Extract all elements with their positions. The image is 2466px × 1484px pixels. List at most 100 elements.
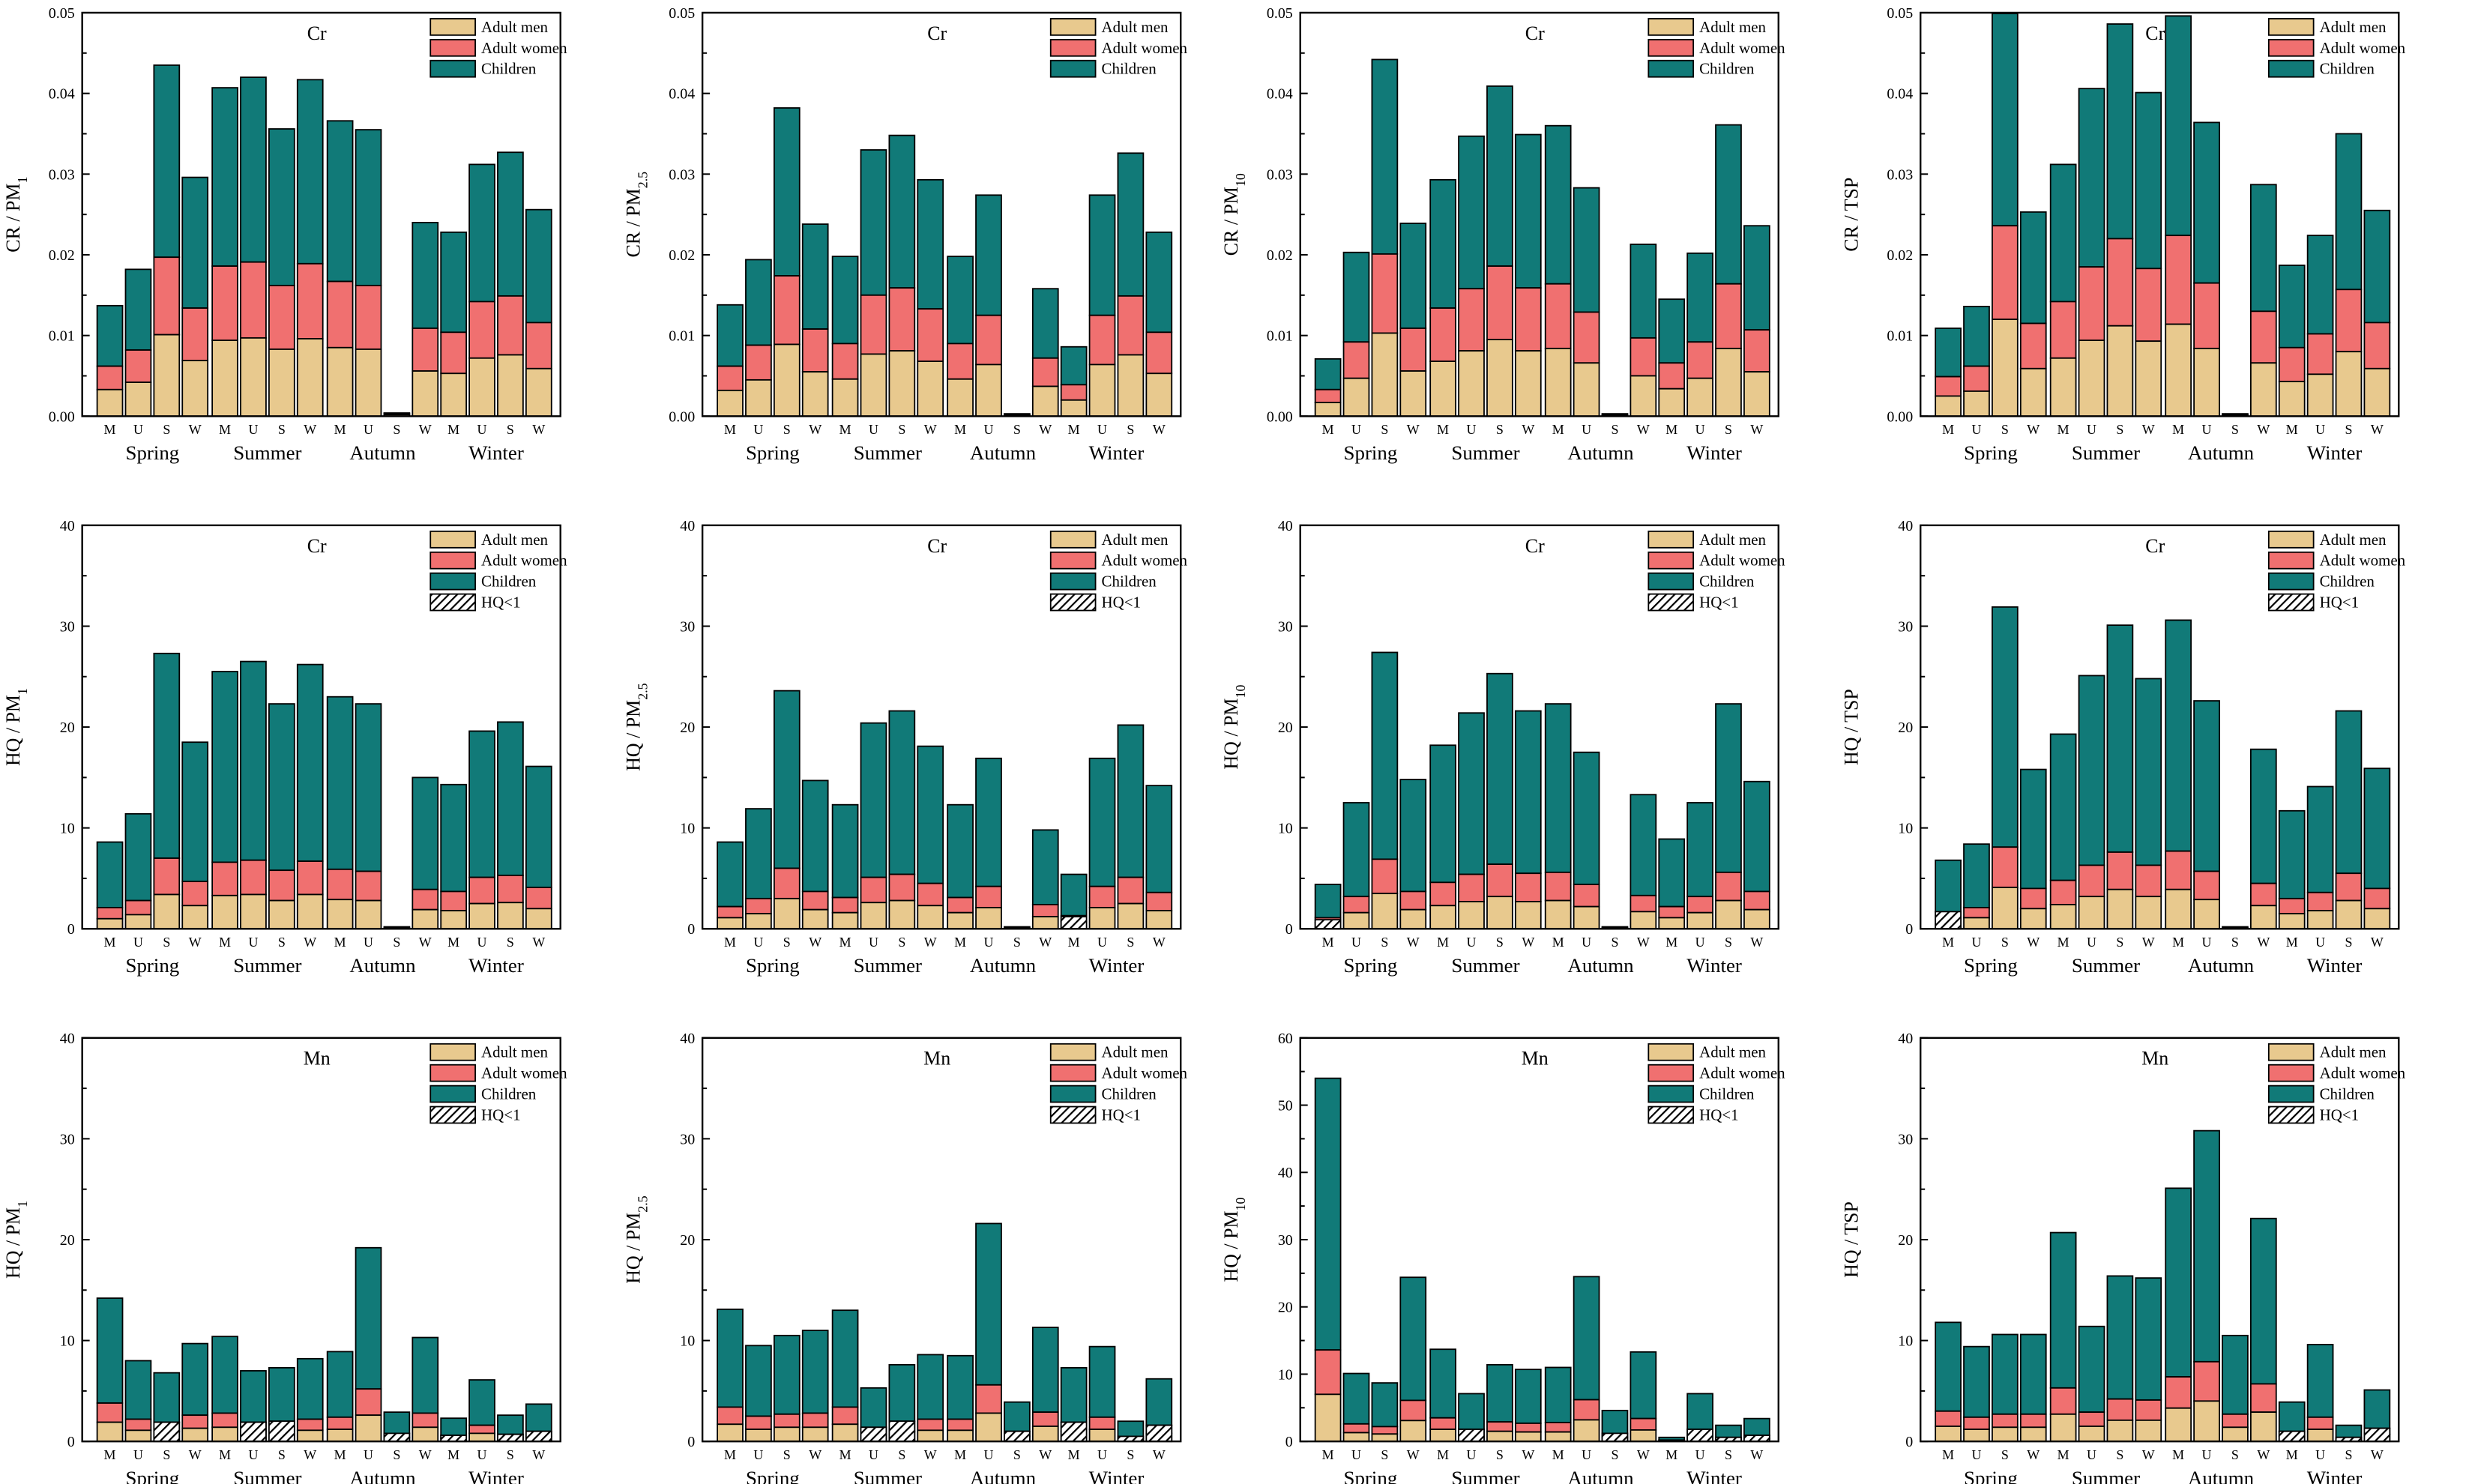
y-axis-title: HQ / PM10 (1220, 1197, 1248, 1282)
site-label: W (2027, 935, 2040, 950)
bar-segment-adult-men (124, 1429, 152, 1443)
bar-segment-adult-men (96, 917, 124, 930)
bar-segment-adult-men (888, 350, 916, 417)
bar-autumn-m (947, 1354, 974, 1443)
bar-segment-adult-women (860, 294, 887, 355)
bar-summer-s (1486, 1363, 1513, 1443)
bar-segment-children (1963, 843, 1990, 908)
bar-summer-s (2106, 624, 2134, 930)
site-label: M (447, 935, 459, 950)
bar-segment-adult-men (1630, 1429, 1657, 1443)
bar-segment-children (1514, 1369, 1542, 1424)
season-label-winter: Winter (2307, 954, 2363, 977)
site-label: M (2286, 422, 2298, 437)
bar-segment-adult-men (1963, 917, 1990, 930)
bar-segment-adult-men (947, 911, 974, 930)
bar-segment-adult-women (773, 1413, 801, 1429)
site-label: U (133, 1447, 143, 1462)
site-label: W (532, 935, 545, 950)
y-tick-label: 10 (1278, 821, 1293, 837)
bar-segment-children (1514, 710, 1542, 875)
bar-segment-adult-women (2019, 322, 2047, 370)
site-label: W (419, 935, 432, 950)
legend-label-hq-lt-1: HQ<1 (1102, 594, 1141, 612)
y-tick-label: 20 (1898, 720, 1913, 736)
bar-segment-children (1935, 328, 1962, 378)
site-label: M (2286, 1447, 2298, 1462)
bar-winter-s (2335, 710, 2363, 930)
y-tick-label: 30 (1898, 1131, 1913, 1147)
site-label: S (163, 422, 170, 437)
bar-segment-adult-men (1630, 911, 1657, 930)
legend: Adult men Adult women Children HQ<1 (1049, 1043, 1188, 1123)
bar-segment-hq-lt-1 (525, 1430, 552, 1443)
bar-segment-adult-women (2165, 235, 2192, 325)
bar-segment-adult-women (326, 280, 354, 349)
bar-segment-children (2222, 1334, 2249, 1415)
legend-swatch-adult-women (429, 38, 476, 57)
bar-segment-adult-women (773, 867, 801, 899)
bar-segment-adult-men (181, 1427, 209, 1443)
bar-segment-children (1314, 1077, 1342, 1351)
y-axis-title: HQ / PM10 (1220, 685, 1248, 770)
legend-label-hq-lt-1: HQ<1 (481, 594, 520, 612)
bar-segment-children (1573, 1276, 1600, 1401)
site-label: W (1522, 1447, 1534, 1462)
bar-summer-s (268, 1367, 295, 1443)
bar-autumn-u (1573, 187, 1600, 417)
bar-segment-children (468, 730, 495, 878)
site-label: U (753, 1447, 763, 1462)
bar-segment-adult-men (2306, 1429, 2334, 1443)
season-label-winter: Winter (1686, 1467, 1742, 1484)
bar-summer-m (211, 87, 238, 417)
y-tick-label: 0.03 (1887, 166, 1913, 183)
y-tick-label: 0.03 (49, 166, 75, 183)
bar-spring-m (96, 304, 124, 417)
site-label: U (1972, 1447, 1982, 1462)
y-axis-title-main: CR / PM (2, 184, 24, 253)
bar-segment-adult-women (153, 857, 181, 896)
bar-segment-adult-men (411, 1426, 439, 1443)
bar-spring-s (1371, 651, 1399, 930)
bar-segment-adult-women (801, 328, 829, 372)
legend-label-hq-lt-1: HQ<1 (481, 1106, 520, 1123)
season-label-winter: Winter (468, 1467, 524, 1484)
site-label: U (1467, 1447, 1477, 1462)
y-tick-label: 0.01 (669, 328, 695, 345)
bar-segment-adult-men (860, 902, 887, 930)
bar-summer-w (1514, 1369, 1542, 1443)
legend: Adult men Adult women Children HQ<1 (1049, 531, 1188, 612)
season-label-spring: Spring (1964, 441, 2018, 464)
season-label-autumn: Autumn (2188, 1467, 2255, 1484)
element-label: Cr (1525, 22, 1545, 44)
site-label: U (1351, 1447, 1361, 1462)
legend-swatch-children (1049, 1085, 1097, 1103)
bar-segment-children (2106, 23, 2134, 240)
bar-segment-adult-men (2165, 323, 2192, 417)
site-label: W (1153, 935, 1166, 950)
site-label: S (2001, 935, 2009, 950)
bar-segment-children (2363, 209, 2391, 324)
bar-segment-children (1117, 152, 1145, 297)
bar-winter-s (1117, 724, 1145, 930)
bar-segment-adult-women (831, 1406, 859, 1426)
bar-segment-adult-men (181, 905, 209, 930)
bar-segment-adult-women (1088, 885, 1116, 908)
y-tick-label: 40 (1898, 1031, 1913, 1047)
site-label: S (1127, 935, 1134, 950)
bar-summer-m (1429, 178, 1456, 417)
site-label: M (2057, 1447, 2069, 1462)
bar-segment-adult-women (2335, 289, 2363, 353)
legend-label-adult-men: Adult men (2320, 18, 2387, 36)
bar-spring-u (124, 812, 152, 930)
bar-spring-s (1992, 1333, 2019, 1443)
bar-spring-m (96, 1297, 124, 1443)
bar-segment-hq-lt-1 (440, 1435, 468, 1443)
season-label-spring: Spring (746, 1467, 800, 1484)
y-axis-title: HQ / TSP (1840, 1201, 1862, 1278)
site-label: U (2202, 935, 2212, 950)
element-label: Cr (927, 22, 947, 44)
site-label: S (1127, 1447, 1134, 1462)
bar-segment-children (411, 1336, 439, 1414)
bar-segment-adult-men (411, 370, 439, 417)
